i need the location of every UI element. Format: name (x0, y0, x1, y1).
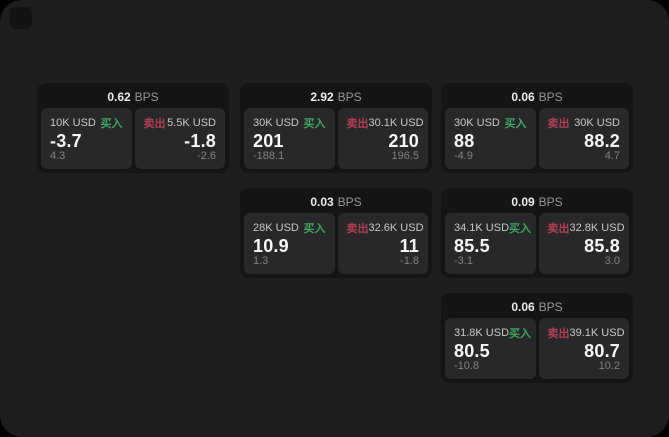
buy-panel[interactable]: 34.1K USD 买入 85.5 -3.1 (445, 213, 536, 274)
card-header: 0.06 BPS (445, 87, 629, 108)
sell-change: -1.8 (400, 255, 419, 267)
bps-label: BPS (134, 90, 159, 104)
buy-panel[interactable]: 30K USD 买入 88 -4.9 (445, 108, 536, 169)
sell-change: 10.2 (598, 360, 620, 372)
sell-change: 3.0 (604, 255, 620, 267)
sell-amount: 30.1K USD (368, 117, 424, 129)
sell-panel[interactable]: 卖出 30.1K USD 210 196.5 (337, 108, 428, 169)
bps-label: BPS (538, 300, 563, 314)
quote-card: 0.06 BPS 30K USD 买入 88 -4.9 卖出 30K USD 8… (441, 83, 633, 173)
buy-change: 1.3 (253, 255, 269, 267)
quote-card: 0.62 BPS 10K USD 买入 -3.7 4.3 卖出 5.5K USD… (37, 83, 229, 173)
card-header: 0.03 BPS (244, 192, 428, 213)
bps-value: 0.62 (107, 90, 131, 104)
sell-panel[interactable]: 卖出 32.6K USD 11 -1.8 (337, 213, 428, 274)
sell-price: -1.8 (184, 130, 216, 151)
quote-card: 2.92 BPS 30K USD 买入 201 -188.1 卖出 30.1K … (240, 83, 432, 173)
bps-value: 2.92 (310, 90, 334, 104)
sell-panel[interactable]: 卖出 39.1K USD 80.7 10.2 (538, 318, 629, 379)
buy-price: 85.5 (454, 235, 490, 256)
buy-amount: 31.8K USD (454, 327, 510, 339)
buy-panel[interactable]: 31.8K USD 买入 80.5 -10.8 (445, 318, 536, 379)
sell-panel[interactable]: 卖出 5.5K USD -1.8 -2.6 (134, 108, 225, 169)
sell-side-label: 卖出 (547, 328, 570, 340)
sell-price: 85.8 (584, 235, 620, 256)
sell-price: 11 (399, 235, 419, 256)
buy-side-label: 买入 (509, 328, 532, 340)
sell-side-label: 卖出 (346, 223, 369, 235)
bps-label: BPS (538, 90, 563, 104)
sell-change: 196.5 (391, 150, 419, 162)
sell-side-label: 卖出 (346, 118, 369, 130)
card-header: 0.62 BPS (41, 87, 225, 108)
bps-value: 0.09 (511, 195, 535, 209)
buy-change: 4.3 (50, 150, 66, 162)
buy-panel[interactable]: 10K USD 买入 -3.7 4.3 (41, 108, 132, 169)
sell-amount: 39.1K USD (569, 327, 625, 339)
sell-price: 210 (388, 130, 419, 151)
card-header: 2.92 BPS (244, 87, 428, 108)
buy-price: 80.5 (454, 340, 490, 361)
sell-change: 4.7 (604, 150, 620, 162)
quote-card: 0.03 BPS 28K USD 买入 10.9 1.3 卖出 32.6K US… (240, 188, 432, 278)
sell-change: -2.6 (197, 150, 216, 162)
sell-side-label: 卖出 (547, 118, 570, 130)
buy-price: -3.7 (50, 130, 82, 151)
app-icon[interactable] (10, 7, 32, 29)
sell-price: 88.2 (584, 130, 620, 151)
buy-change: -3.1 (454, 255, 473, 267)
buy-panel[interactable]: 28K USD 买入 10.9 1.3 (244, 213, 335, 274)
sell-side-label: 卖出 (547, 223, 570, 235)
sell-panel[interactable]: 卖出 32.8K USD 85.8 3.0 (538, 213, 629, 274)
buy-side-label: 买入 (100, 118, 123, 130)
bps-label: BPS (337, 195, 362, 209)
bps-label: BPS (337, 90, 362, 104)
buy-change: -10.8 (454, 360, 480, 372)
bps-label: BPS (538, 195, 563, 209)
sell-amount: 30K USD (574, 117, 620, 129)
buy-amount: 28K USD (253, 222, 299, 234)
buy-panel[interactable]: 30K USD 买入 201 -188.1 (244, 108, 335, 169)
buy-side-label: 买入 (303, 118, 326, 130)
buy-amount: 10K USD (50, 117, 96, 129)
bps-value: 0.03 (310, 195, 334, 209)
buy-price: 201 (253, 130, 284, 151)
sell-panel[interactable]: 卖出 30K USD 88.2 4.7 (538, 108, 629, 169)
quote-card: 0.06 BPS 31.8K USD 买入 80.5 -10.8 卖出 39.1… (441, 293, 633, 383)
quote-card: 0.09 BPS 34.1K USD 买入 85.5 -3.1 卖出 32.8K… (441, 188, 633, 278)
buy-amount: 30K USD (253, 117, 299, 129)
buy-price: 10.9 (253, 235, 289, 256)
card-header: 0.06 BPS (445, 297, 629, 318)
buy-side-label: 买入 (303, 223, 326, 235)
buy-side-label: 买入 (504, 118, 527, 130)
buy-amount: 30K USD (454, 117, 500, 129)
buy-change: -4.9 (454, 150, 473, 162)
bps-value: 0.06 (511, 300, 535, 314)
sell-price: 80.7 (584, 340, 620, 361)
buy-side-label: 买入 (509, 223, 532, 235)
sell-amount: 32.6K USD (368, 222, 424, 234)
buy-change: -188.1 (253, 150, 285, 162)
buy-price: 88 (454, 130, 475, 151)
sell-amount: 5.5K USD (167, 117, 216, 129)
bps-value: 0.06 (511, 90, 535, 104)
sell-amount: 32.8K USD (569, 222, 625, 234)
sell-side-label: 卖出 (143, 118, 166, 130)
card-header: 0.09 BPS (445, 192, 629, 213)
buy-amount: 34.1K USD (454, 222, 510, 234)
